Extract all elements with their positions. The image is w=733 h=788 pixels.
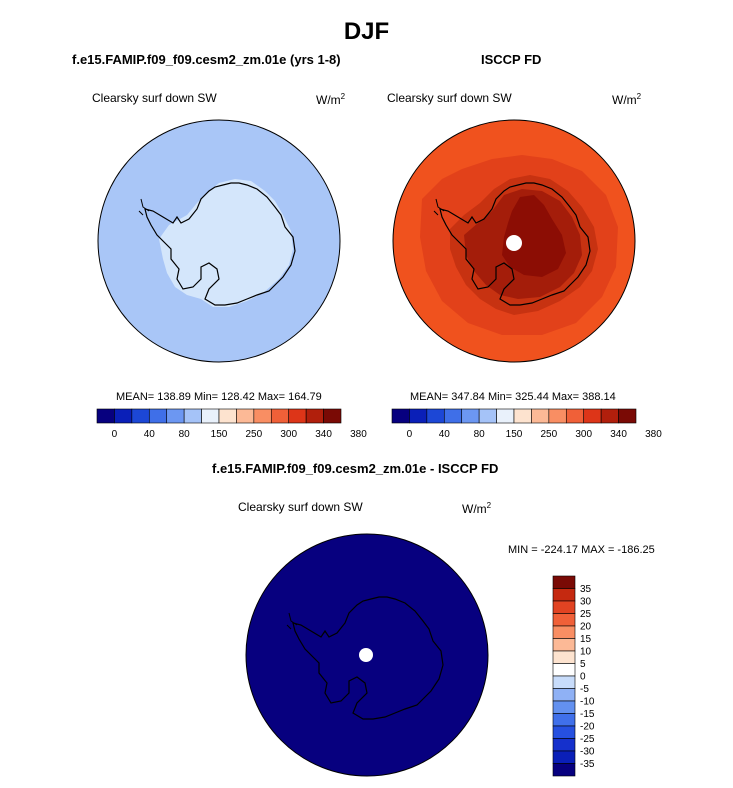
model-colorbar-swatch <box>148 408 168 424</box>
diff-colorbar-swatch <box>552 600 576 614</box>
model-variable-label: Clearsky surf down SW <box>92 91 217 105</box>
diff-colorbar-tick-label: 0 <box>580 672 586 683</box>
model-colorbar-tick-label: 380 <box>350 429 367 440</box>
model-colorbar-swatch <box>218 408 237 424</box>
obs-colorbar-tick-label: 80 <box>474 429 486 440</box>
obs-colorbar-tick-label: 340 <box>610 429 627 440</box>
diff-colorbar-swatch <box>552 763 576 777</box>
diff-colorbar-tick-label: -5 <box>580 684 589 695</box>
model-colorbar-swatch <box>288 408 307 424</box>
obs-colorbar-tick-label: 300 <box>575 429 592 440</box>
obs-colorbar-tick-label: 150 <box>506 429 523 440</box>
model-polar-map <box>97 119 341 363</box>
diff-colorbar-swatch <box>552 700 576 714</box>
diff-colorbar-tick-label: -15 <box>580 709 595 720</box>
model-colorbar-tick-label: 250 <box>246 429 263 440</box>
diff-colorbar-swatch <box>552 688 576 702</box>
obs-colorbar-tick-label: 40 <box>439 429 451 440</box>
model-colorbar-swatch <box>166 408 185 424</box>
model-colorbar-tick-label: 80 <box>179 429 191 440</box>
diff-units-label: W/m2 <box>462 501 492 516</box>
diff-colorbar-swatch <box>552 625 576 639</box>
obs-colorbar-swatch <box>548 408 567 424</box>
model-colorbar-tick-label: 40 <box>144 429 156 440</box>
model-colorbar-swatch <box>270 408 290 424</box>
obs-panel-title: ISCCP FD <box>481 52 542 67</box>
figure-title: DJF <box>343 18 390 45</box>
obs-stats: MEAN= 347.84 Min= 325.44 Max= 388.14 <box>410 391 616 403</box>
diff-panel-title: f.e15.FAMIP.f09_f09.cesm2_zm.01e - ISCCP… <box>212 461 499 476</box>
obs-colorbar-swatch <box>426 408 445 424</box>
diff-stats: MIN = -224.17 MAX = -186.25 <box>508 544 655 556</box>
model-stats: MEAN= 138.89 Min= 128.42 Max= 164.79 <box>116 391 322 403</box>
obs-variable-label: Clearsky surf down SW <box>387 91 512 105</box>
diff-colorbar-swatch <box>552 725 576 739</box>
model-colorbar-swatch <box>323 408 342 424</box>
model-colorbar-swatch <box>114 408 133 424</box>
obs-colorbar-swatch <box>496 408 515 424</box>
diff-colorbar-tick-label: -25 <box>580 734 595 745</box>
model-colorbar-tick-label: 0 <box>112 429 118 440</box>
model-colorbar-tick-label: 340 <box>315 429 332 440</box>
diff-colorbar-tick-label: -10 <box>580 697 595 708</box>
diff-colorbar-tick-label: 30 <box>580 597 592 608</box>
model-colorbar-swatch <box>183 408 202 424</box>
diff-colorbar-tick-label: 5 <box>580 659 586 670</box>
obs-colorbar-swatch <box>565 408 585 424</box>
model-colorbar-swatch <box>201 408 220 424</box>
obs-colorbar-swatch <box>478 408 497 424</box>
model-colorbar-swatch <box>96 408 115 424</box>
obs-colorbar-swatch <box>583 408 602 424</box>
obs-colorbar-tick-label: 380 <box>645 429 662 440</box>
diff-polar-map <box>245 533 489 777</box>
diff-colorbar-tick-label: 20 <box>580 622 592 633</box>
diff-colorbar-swatch <box>552 675 576 689</box>
diff-colorbar-swatch <box>552 650 576 664</box>
model-colorbar-tick-label: 150 <box>211 429 228 440</box>
diff-colorbar-swatch <box>552 638 576 652</box>
diff-colorbar-tick-label: 25 <box>580 609 592 620</box>
obs-colorbar-swatch <box>461 408 480 424</box>
model-colorbar-swatch <box>236 408 255 424</box>
model-colorbar: 0 40 80 150 250 300 340 380 <box>96 408 367 440</box>
diff-colorbar-swatch <box>552 588 576 602</box>
diff-colorbar-tick-label: -20 <box>580 722 595 733</box>
diff-colorbar-swatch <box>552 738 576 752</box>
diff-colorbar-swatch <box>552 613 576 627</box>
model-colorbar-swatch <box>305 408 324 424</box>
obs-units-label: W/m2 <box>612 92 642 107</box>
model-units-label: W/m2 <box>316 92 346 107</box>
diff-colorbar-swatch <box>552 713 576 727</box>
diff-colorbar-tick-label: 35 <box>580 584 592 595</box>
diff-colorbar-swatch <box>552 663 576 677</box>
diff-colorbar-swatch <box>552 575 576 589</box>
obs-colorbar-tick-label: 0 <box>407 429 413 440</box>
obs-colorbar-swatch <box>600 408 619 424</box>
diff-colorbar-tick-label: 15 <box>580 634 592 645</box>
obs-polar-map <box>392 119 636 363</box>
obs-colorbar-swatch <box>391 408 410 424</box>
obs-colorbar-swatch <box>513 408 532 424</box>
model-colorbar-tick-label: 300 <box>280 429 297 440</box>
model-panel-title: f.e15.FAMIP.f09_f09.cesm2_zm.01e (yrs 1-… <box>72 52 341 67</box>
obs-colorbar-swatch <box>531 408 550 424</box>
obs-colorbar-swatch <box>409 408 428 424</box>
diff-variable-label: Clearsky surf down SW <box>238 500 363 514</box>
obs-colorbar-tick-label: 250 <box>541 429 558 440</box>
obs-colorbar: 0 40 80 150 250 300 340 380 <box>391 408 662 440</box>
model-colorbar-swatch <box>253 408 272 424</box>
model-colorbar-swatch <box>131 408 150 424</box>
diff-colorbar-tick-label: -35 <box>580 759 595 770</box>
diff-colorbar-tick-label: 10 <box>580 647 592 658</box>
obs-colorbar-swatch <box>443 408 463 424</box>
diff-colorbar-swatch <box>552 750 576 764</box>
obs-colorbar-swatch <box>618 408 637 424</box>
diff-colorbar-tick-label: -30 <box>580 747 595 758</box>
